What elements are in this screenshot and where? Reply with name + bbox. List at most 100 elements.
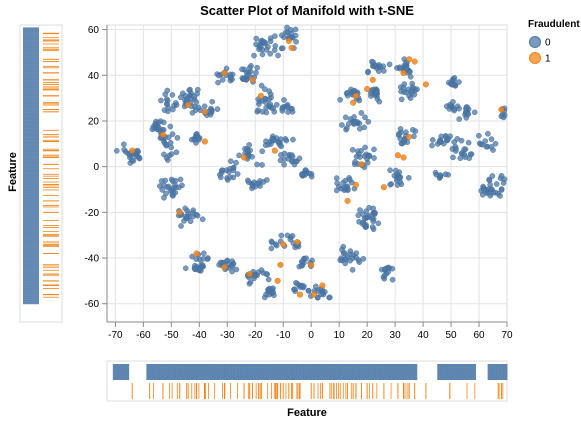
data-point-class-0 bbox=[209, 98, 216, 105]
data-point-class-0 bbox=[218, 167, 225, 174]
data-point-class-0 bbox=[157, 118, 164, 124]
data-point-class-0 bbox=[465, 111, 472, 118]
data-point-class-0 bbox=[281, 161, 287, 168]
data-point-class-1 bbox=[249, 76, 256, 83]
data-point-class-0 bbox=[351, 161, 358, 168]
x-strip-class-1 bbox=[131, 383, 504, 399]
data-point-class-0 bbox=[366, 204, 372, 211]
data-point-class-0 bbox=[397, 175, 403, 181]
data-point-class-0 bbox=[246, 65, 253, 71]
data-point-class-0 bbox=[121, 146, 127, 153]
data-point-class-0 bbox=[234, 171, 241, 177]
data-point-class-0 bbox=[254, 64, 260, 71]
y-tick-label: -40 bbox=[85, 254, 100, 265]
x-tick-label: -70 bbox=[108, 330, 123, 341]
data-point-class-1 bbox=[201, 138, 208, 145]
data-point-class-0 bbox=[281, 97, 287, 103]
data-point-class-1 bbox=[201, 108, 208, 115]
x-tick-label: -50 bbox=[164, 330, 179, 341]
data-point-class-0 bbox=[178, 223, 184, 229]
data-point-class-0 bbox=[270, 137, 277, 144]
data-point-class-0 bbox=[190, 207, 197, 214]
data-point-class-0 bbox=[194, 212, 201, 219]
data-point-class-0 bbox=[353, 250, 360, 256]
data-point-class-0 bbox=[343, 125, 350, 131]
data-point-class-0 bbox=[337, 257, 344, 264]
x-tick-label: -60 bbox=[136, 330, 151, 341]
data-point-class-0 bbox=[389, 276, 396, 283]
data-point-class-0 bbox=[253, 35, 260, 42]
data-point-class-0 bbox=[193, 256, 200, 262]
x-tick-label: 0 bbox=[308, 330, 314, 341]
data-point-class-0 bbox=[184, 215, 190, 221]
data-point-class-0 bbox=[173, 149, 180, 156]
data-point-class-0 bbox=[161, 182, 167, 189]
data-point-class-0 bbox=[500, 180, 507, 186]
data-point-class-0 bbox=[381, 272, 388, 279]
data-point-class-0 bbox=[290, 136, 296, 143]
data-point-class-0 bbox=[453, 145, 459, 152]
x-strip-class-0 bbox=[112, 364, 508, 380]
data-point-class-0 bbox=[361, 215, 368, 222]
data-point-class-0 bbox=[199, 216, 206, 223]
data-point-class-1 bbox=[406, 133, 413, 140]
y-strip-class-0 bbox=[23, 27, 39, 305]
plot-area: -70 -60 -50 -40 -30 -20 -10 0 10 20 30 40 50 60 70 -60 -… bbox=[85, 24, 513, 341]
data-point-class-0 bbox=[411, 133, 417, 140]
data-point-class-0 bbox=[270, 105, 277, 111]
data-point-class-1 bbox=[246, 271, 253, 278]
data-point-class-0 bbox=[251, 52, 257, 59]
data-point-class-0 bbox=[244, 72, 251, 78]
data-point-class-0 bbox=[165, 105, 172, 111]
data-point-class-0 bbox=[437, 172, 444, 178]
data-point-class-0 bbox=[407, 73, 414, 80]
data-point-class-0 bbox=[371, 146, 377, 153]
data-point-class-0 bbox=[227, 174, 233, 180]
data-point-class-1 bbox=[274, 277, 281, 284]
data-point-class-0 bbox=[409, 84, 416, 91]
data-point-class-0 bbox=[182, 205, 188, 212]
data-point-class-0 bbox=[281, 150, 288, 157]
data-point-class-0 bbox=[163, 190, 169, 197]
data-point-class-0 bbox=[365, 118, 372, 125]
data-point-class-0 bbox=[197, 265, 203, 272]
data-point-class-0 bbox=[386, 61, 393, 68]
data-point-class-0 bbox=[226, 169, 232, 175]
data-point-class-0 bbox=[258, 267, 265, 273]
series-0-points bbox=[113, 24, 508, 301]
data-point-class-0 bbox=[492, 140, 499, 147]
data-point-class-0 bbox=[113, 148, 120, 154]
data-point-class-0 bbox=[407, 69, 413, 75]
data-point-class-0 bbox=[398, 96, 405, 103]
data-point-class-0 bbox=[161, 151, 167, 158]
data-point-class-0 bbox=[392, 167, 399, 174]
legend-label-1: 1 bbox=[545, 54, 551, 65]
data-point-class-0 bbox=[357, 125, 363, 132]
data-point-class-0 bbox=[263, 47, 270, 53]
data-point-class-0 bbox=[193, 99, 200, 105]
data-point-class-0 bbox=[251, 273, 258, 279]
data-point-class-0 bbox=[353, 153, 360, 160]
data-point-class-0 bbox=[191, 93, 198, 100]
data-point-class-0 bbox=[396, 131, 402, 137]
data-point-class-1 bbox=[358, 161, 365, 168]
data-point-class-0 bbox=[368, 93, 374, 99]
data-point-class-0 bbox=[446, 106, 453, 112]
data-point-class-0 bbox=[168, 151, 175, 157]
x-tick-label: 40 bbox=[418, 330, 430, 341]
y-marginal-strip bbox=[19, 24, 63, 323]
data-point-class-1 bbox=[369, 76, 376, 83]
data-point-class-0 bbox=[205, 255, 211, 261]
data-point-class-0 bbox=[285, 155, 292, 162]
data-point-class-0 bbox=[346, 251, 353, 258]
data-point-class-0 bbox=[357, 207, 363, 213]
data-point-class-1 bbox=[406, 56, 413, 63]
data-point-class-0 bbox=[401, 136, 408, 143]
legend-label-0: 0 bbox=[545, 38, 551, 49]
data-point-class-0 bbox=[429, 142, 435, 149]
data-point-class-0 bbox=[375, 220, 382, 227]
data-point-class-0 bbox=[360, 256, 367, 262]
data-point-class-0 bbox=[149, 126, 156, 133]
data-point-class-1 bbox=[400, 154, 407, 161]
